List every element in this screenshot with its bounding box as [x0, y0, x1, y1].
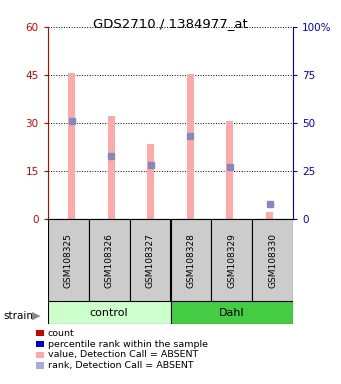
Bar [187, 74, 194, 219]
Text: GSM108327: GSM108327 [146, 233, 154, 288]
Text: GSM108325: GSM108325 [64, 233, 73, 288]
Bar [226, 121, 234, 219]
Text: control: control [90, 308, 129, 318]
Bar [266, 212, 273, 219]
Bar [252, 219, 293, 301]
Bar [130, 219, 170, 301]
Bar [107, 116, 115, 219]
Bar [89, 219, 130, 301]
Text: value, Detection Call = ABSENT: value, Detection Call = ABSENT [48, 350, 198, 359]
Text: count: count [48, 329, 74, 338]
Text: GSM108326: GSM108326 [105, 233, 114, 288]
Text: GDS2710 / 1384977_at: GDS2710 / 1384977_at [93, 17, 248, 30]
Bar [211, 219, 252, 301]
Text: ▶: ▶ [32, 311, 41, 321]
Bar [170, 219, 211, 301]
Text: GSM108329: GSM108329 [227, 233, 236, 288]
Bar [170, 301, 293, 324]
Text: strain: strain [3, 311, 33, 321]
Text: GSM108330: GSM108330 [268, 233, 277, 288]
Bar [68, 73, 75, 219]
Text: rank, Detection Call = ABSENT: rank, Detection Call = ABSENT [48, 361, 193, 370]
Text: GSM108328: GSM108328 [187, 233, 195, 288]
Bar [48, 301, 170, 324]
Text: Dahl: Dahl [219, 308, 245, 318]
Text: percentile rank within the sample: percentile rank within the sample [48, 339, 208, 349]
Bar [48, 219, 89, 301]
Bar [147, 144, 154, 219]
